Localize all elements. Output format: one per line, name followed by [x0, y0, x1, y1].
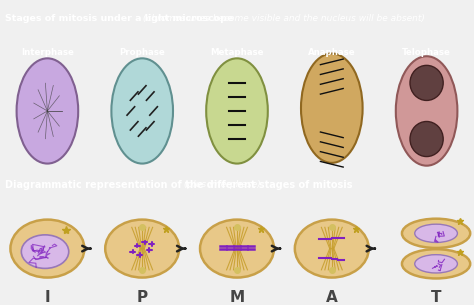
Ellipse shape [415, 224, 457, 242]
Text: P: P [137, 290, 148, 305]
Ellipse shape [10, 220, 84, 278]
Ellipse shape [410, 65, 443, 100]
Text: M: M [229, 290, 245, 305]
Text: Prophase: Prophase [119, 48, 165, 57]
Ellipse shape [295, 220, 369, 278]
Ellipse shape [402, 219, 470, 248]
Ellipse shape [21, 235, 69, 268]
Ellipse shape [301, 53, 363, 163]
Ellipse shape [396, 56, 457, 166]
Ellipse shape [410, 121, 443, 156]
Ellipse shape [111, 58, 173, 163]
Ellipse shape [206, 58, 268, 163]
Text: Anaphase: Anaphase [308, 48, 356, 57]
Ellipse shape [200, 220, 274, 278]
Ellipse shape [402, 249, 470, 278]
Text: Stages of mitosis under a light microscope: Stages of mitosis under a light microsco… [5, 14, 233, 23]
Text: Metaphase: Metaphase [210, 48, 264, 57]
Text: A: A [326, 290, 337, 305]
Text: Diagrammatic representation of the different stages of mitosis: Diagrammatic representation of the diffe… [5, 180, 352, 190]
Text: (chromosomes become visible and the nucleus will be absent): (chromosomes become visible and the nucl… [140, 14, 425, 23]
Text: I: I [45, 290, 50, 305]
Ellipse shape [105, 220, 179, 278]
Ellipse shape [17, 58, 78, 163]
Text: Interphase: Interphase [21, 48, 74, 57]
Text: (plus interphase): (plus interphase) [181, 180, 261, 189]
Ellipse shape [415, 255, 457, 273]
Text: Telophase: Telophase [402, 48, 451, 57]
Text: T: T [431, 290, 441, 305]
